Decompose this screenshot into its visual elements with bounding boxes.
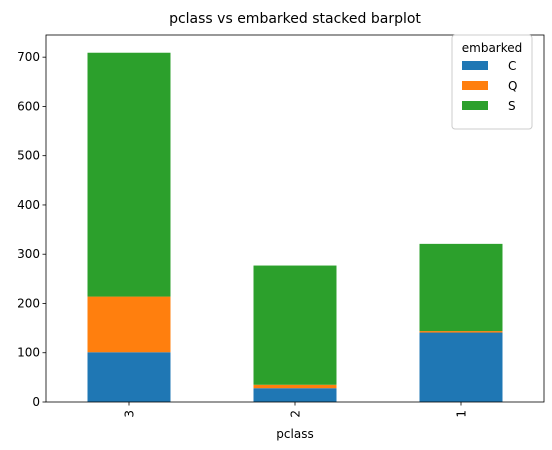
- bar-q-1: [419, 331, 503, 333]
- y-tick-label-600: 600: [17, 99, 40, 113]
- y-tick-label-700: 700: [17, 50, 40, 64]
- x-tick-label-2: 2: [289, 410, 303, 418]
- legend-items: CQS: [462, 59, 517, 113]
- bar-c-1: [419, 332, 503, 402]
- bar-q-3: [87, 296, 171, 353]
- legend: embarked CQS: [451, 34, 533, 130]
- y-tick-label-200: 200: [17, 296, 40, 310]
- y-tick-label-500: 500: [17, 149, 40, 163]
- plot-frame: [45, 34, 545, 403]
- plot-area: 3 2 1 0 100 200 300 400 500 600 700: [17, 34, 545, 418]
- x-tick-label-3: 3: [123, 410, 137, 418]
- legend-swatch-q: [462, 81, 488, 90]
- y-tick-label-400: 400: [17, 198, 40, 212]
- legend-label-s: S: [508, 99, 516, 113]
- legend-swatch-c: [462, 61, 488, 70]
- legend-label-c: C: [508, 59, 516, 73]
- y-tick-label-0: 0: [32, 395, 40, 409]
- y-tick-label-100: 100: [17, 346, 40, 360]
- bar-s-1: [419, 243, 503, 332]
- bar-s-3: [87, 52, 171, 297]
- legend-label-q: Q: [508, 79, 517, 93]
- x-axis-label: pclass: [276, 427, 313, 441]
- chart-title: pclass vs embarked stacked barplot: [169, 11, 421, 27]
- bar-c-2: [253, 388, 337, 402]
- bar-c-3: [87, 352, 171, 402]
- bar-q-2: [253, 384, 337, 389]
- legend-swatch-s: [462, 101, 488, 110]
- legend-title: embarked: [462, 41, 523, 55]
- bar-s-2: [253, 265, 337, 385]
- y-tick-label-300: 300: [17, 247, 40, 261]
- x-tick-label-1: 1: [455, 410, 469, 418]
